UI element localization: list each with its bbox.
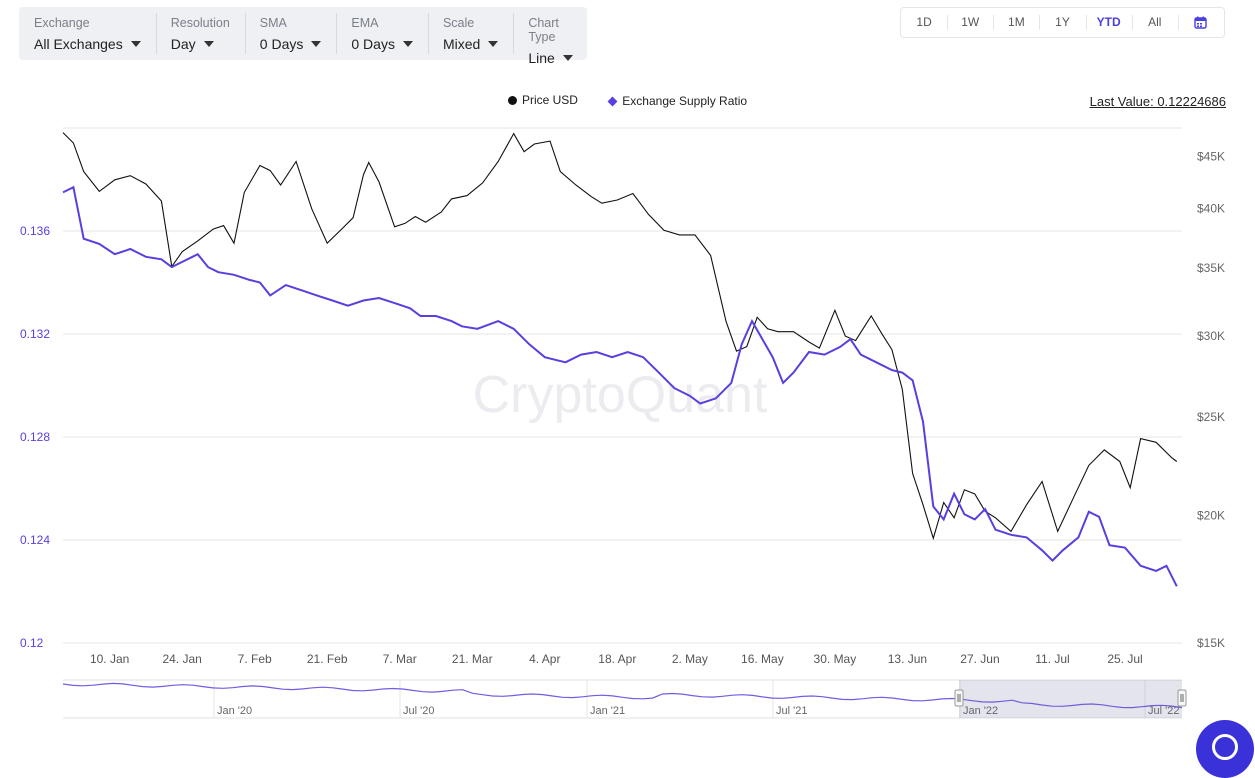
caret-down-icon — [311, 41, 322, 47]
x-axis-tick-label: 11. Jul — [1035, 652, 1069, 666]
range-1y-button[interactable]: 1Y — [1039, 7, 1085, 38]
price-usd-series-line — [62, 132, 1178, 541]
legend-price-usd-label: Price USD — [521, 93, 578, 107]
navigator-label: Jul '21 — [776, 705, 807, 717]
scale-filter[interactable]: Scale Mixed — [427, 7, 513, 60]
left-axis: 0.136 0.132 0.128 0.124 0.12 — [20, 224, 50, 650]
resolution-filter[interactable]: Resolution Day — [155, 7, 245, 60]
x-axis-tick-label: 16. May — [741, 652, 784, 666]
x-axis-tick-label: 24. Jan — [162, 652, 201, 666]
chart-type-filter-label: Chart Type — [528, 16, 559, 44]
navigator-handle[interactable] — [954, 689, 964, 707]
x-axis-tick-label: 4. Apr — [529, 652, 560, 666]
caret-down-icon — [402, 41, 413, 47]
right-axis-tick-label: $35K — [1197, 261, 1225, 275]
calendar-button[interactable] — [1177, 7, 1224, 38]
chat-icon — [1212, 734, 1238, 760]
range-1d-button[interactable]: 1D — [916, 15, 932, 29]
x-axis-tick-label: 7. Feb — [238, 652, 272, 666]
right-axis-tick-label: $40K — [1197, 202, 1225, 216]
legend-exchange-supply-ratio-label: Exchange Supply Ratio — [622, 94, 748, 108]
left-axis-tick-label: 0.12 — [20, 636, 44, 650]
right-axis-tick-label: $15K — [1197, 636, 1225, 650]
right-axis-tick-label: $20K — [1197, 509, 1225, 523]
watermark: CryptoQuant — [473, 366, 768, 424]
navigator-label: Jul '22 — [1148, 705, 1179, 717]
exchange-filter-label: Exchange — [34, 16, 90, 30]
navigator-series-line — [62, 682, 1183, 709]
x-axis-tick-label: 13. Jun — [888, 652, 927, 666]
chart-legend: Price USD Exchange Supply Ratio — [0, 93, 1255, 108]
caret-down-icon — [203, 41, 214, 47]
exchange-supply-ratio-series-line — [62, 185, 1178, 587]
x-axis-tick-label: 18. Apr — [598, 652, 636, 666]
last-value-link[interactable]: Last Value: 0.12224686 — [1089, 94, 1226, 109]
left-axis-tick-label: 0.124 — [20, 533, 50, 547]
x-axis-tick-label: 25. Jul — [1107, 652, 1142, 666]
range-1m-button[interactable]: 1M — [993, 7, 1039, 38]
navigator-selection[interactable] — [959, 680, 1182, 718]
legend-exchange-supply-ratio[interactable]: Exchange Supply Ratio — [607, 94, 748, 108]
range-all-button[interactable]: All — [1131, 7, 1178, 38]
sma-filter-label: SMA — [259, 16, 287, 30]
range-1w-button[interactable]: 1W — [947, 7, 993, 38]
x-axis-tick-label: 2. May — [672, 652, 708, 666]
chart-type-filter[interactable]: Chart Type Line — [513, 7, 587, 66]
exchange-filter-value: All Exchanges — [34, 36, 123, 52]
resolution-filter-value: Day — [170, 36, 196, 52]
circle-marker-icon — [507, 95, 517, 105]
x-axis: 10. Jan 24. Jan 7. Feb 21. Feb 7. Mar 21. Mar… — [90, 652, 1143, 666]
right-axis-tick-label: $25K — [1197, 410, 1225, 424]
left-axis-tick-label: 0.136 — [20, 224, 50, 238]
navigator-label: Jul '20 — [403, 705, 434, 717]
chart-type-filter-value: Line — [528, 50, 555, 66]
x-axis-tick-label: 30. May — [814, 652, 857, 666]
range-selector: 1D 1W 1M 1Y YTD All — [900, 7, 1225, 38]
scale-filter-value: Mixed — [442, 36, 481, 52]
scale-filter-label: Scale — [442, 16, 475, 30]
chat-help-button[interactable] — [1196, 720, 1254, 778]
left-axis-tick-label: 0.132 — [20, 327, 50, 341]
x-axis-tick-label: 21. Mar — [452, 652, 493, 666]
grid-lines — [63, 127, 1182, 644]
x-axis-tick-label: 7. Mar — [383, 652, 417, 666]
navigator: Jan '20 Jul '20 Jan '21 Jul '21 Jan '22 Jul '… — [62, 679, 1187, 719]
caret-down-icon — [562, 55, 573, 61]
calendar-icon — [1194, 16, 1208, 30]
navigator-label: Jan '20 — [217, 705, 252, 717]
navigator-handle[interactable] — [1177, 689, 1187, 707]
chart-canvas[interactable]: CryptoQuant 0.136 0.132 0.128 0.124 0.12 $45… — [0, 0, 1255, 750]
caret-down-icon — [488, 41, 499, 47]
filter-toolbar: Exchange All Exchanges Resolution Day SM… — [19, 7, 587, 66]
x-axis-tick-label: 27. Jun — [960, 652, 999, 666]
right-axis: $45K $40K $35K $30K $25K $20K $15K — [1197, 150, 1225, 650]
resolution-filter-label: Resolution — [170, 16, 230, 30]
x-axis-tick-label: 21. Feb — [307, 652, 348, 666]
right-axis-tick-label: $45K — [1197, 150, 1225, 164]
ema-filter[interactable]: EMA 0 Days — [336, 7, 428, 60]
right-axis-tick-label: $30K — [1197, 329, 1225, 343]
exchange-filter[interactable]: Exchange All Exchanges — [19, 7, 156, 60]
left-axis-tick-label: 0.128 — [20, 430, 50, 444]
ema-filter-label: EMA — [351, 16, 379, 30]
sma-filter[interactable]: SMA 0 Days — [244, 7, 337, 60]
caret-down-icon — [130, 41, 141, 47]
range-ytd-button[interactable]: YTD — [1085, 7, 1132, 38]
legend-price-usd[interactable]: Price USD — [507, 93, 578, 107]
navigator-label: Jan '22 — [963, 705, 998, 717]
navigator-label: Jan '21 — [590, 705, 625, 717]
ema-filter-value: 0 Days — [351, 36, 395, 52]
sma-filter-value: 0 Days — [259, 36, 304, 52]
x-axis-tick-label: 10. Jan — [90, 652, 129, 666]
